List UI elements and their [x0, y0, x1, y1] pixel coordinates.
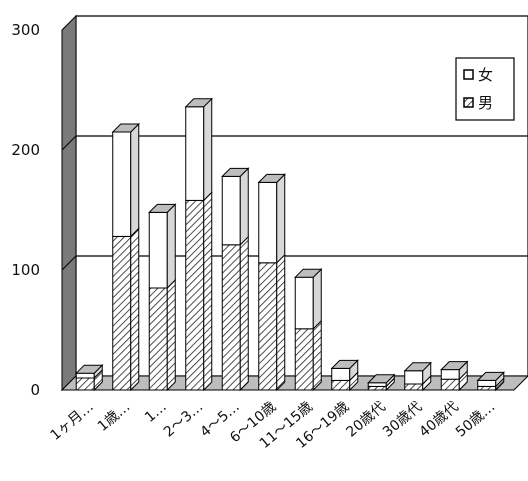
- x-tick-label: 40歳代: [416, 399, 461, 441]
- bar-segment-female: [148, 211, 168, 289]
- bar-segment-male: [75, 377, 95, 391]
- bar-side-female: [130, 122, 140, 238]
- y-tick-label: 0: [30, 381, 40, 399]
- bars: [75, 97, 505, 392]
- legend-swatch: [463, 97, 474, 108]
- bar-side-female: [166, 203, 176, 290]
- grid-line-side: [61, 135, 77, 151]
- bar-top: [257, 173, 286, 183]
- bar-segment-male: [367, 385, 387, 391]
- legend-swatch: [463, 69, 474, 80]
- bar-segment-male: [258, 262, 278, 391]
- bar-segment-male: [404, 383, 424, 391]
- legend-label: 女: [478, 66, 493, 84]
- x-tick-label: 1歳…: [95, 399, 134, 435]
- bar-top: [403, 362, 432, 372]
- bar-side-male: [166, 278, 176, 392]
- x-tick-label: 20歳代: [343, 399, 388, 441]
- bar-segment-male: [221, 244, 241, 391]
- bar-segment-male: [112, 235, 132, 391]
- bar-segment-male: [440, 378, 460, 391]
- bar-segment-male: [185, 199, 205, 391]
- x-tick-label: 1…: [142, 399, 170, 426]
- grid-line-side: [61, 255, 77, 271]
- bar-segment-female: [477, 379, 497, 387]
- y-tick-label: 200: [11, 141, 40, 159]
- bar-group: [111, 122, 140, 392]
- legend: 女男: [455, 57, 515, 121]
- bar-side-male: [203, 191, 213, 392]
- bar-top: [294, 268, 323, 278]
- bar-side-male: [130, 227, 140, 392]
- bar-group: [75, 363, 104, 392]
- x-tick-label: 1ヶ月…: [48, 399, 97, 444]
- bar-side-female: [312, 267, 322, 331]
- bar-segment-male: [148, 287, 168, 391]
- bar-group: [440, 360, 469, 392]
- legend-label: 男: [478, 94, 493, 112]
- y-tick-label: 300: [11, 21, 40, 39]
- bar-top: [476, 371, 505, 381]
- bar-segment-female: [404, 370, 424, 385]
- bar-group: [294, 267, 323, 392]
- bar-group: [257, 173, 286, 392]
- bar-group: [148, 203, 177, 392]
- bar-side-male: [239, 235, 249, 392]
- bar-segment-female: [75, 372, 95, 379]
- bar-top: [440, 361, 469, 371]
- bar-top: [221, 167, 250, 177]
- bar-side-male: [312, 319, 322, 392]
- x-tick-label: 2～3…: [161, 399, 206, 441]
- bar-top: [75, 364, 104, 374]
- bar-segment-male: [331, 379, 351, 391]
- bar-segment-female: [331, 367, 351, 381]
- bar-top: [184, 98, 213, 108]
- bar-side-female: [276, 173, 286, 265]
- bar-group: [476, 371, 505, 392]
- bar-segment-female: [185, 106, 205, 201]
- bar-side-male: [276, 253, 286, 392]
- bar-side-female: [239, 167, 249, 247]
- side-wall: [61, 14, 77, 392]
- x-tick-label: 30歳代: [380, 399, 425, 441]
- x-axis-labels: 1ヶ月…1歳… 1…2～3…4～5…6～10歳11～15歳16～19歳20歳代30…: [48, 399, 499, 452]
- bar-top: [111, 123, 140, 133]
- bar-segment-female: [258, 181, 278, 264]
- bar-group: [367, 373, 396, 392]
- bar-group: [221, 167, 250, 392]
- bar-segment-female: [221, 175, 241, 246]
- bar-top: [148, 203, 177, 213]
- bar-segment-female: [112, 131, 132, 237]
- bar-side-female: [203, 97, 213, 202]
- bar-segment-male: [477, 385, 497, 391]
- bar-top: [330, 359, 359, 369]
- x-tick-label: 50歳…: [453, 399, 498, 441]
- bar-group: [403, 361, 432, 392]
- bar-top: [367, 374, 396, 384]
- bar-segment-female: [440, 369, 460, 380]
- bar-segment-female: [294, 276, 314, 330]
- y-axis-ticks: 0 100 200 300: [11, 21, 40, 399]
- y-tick-label: 100: [11, 261, 40, 279]
- bar-segment-male: [294, 328, 314, 391]
- bar-group: [184, 97, 213, 392]
- bar-segment-female: [367, 382, 387, 387]
- legend-box: [455, 57, 515, 121]
- bar-group: [330, 359, 359, 392]
